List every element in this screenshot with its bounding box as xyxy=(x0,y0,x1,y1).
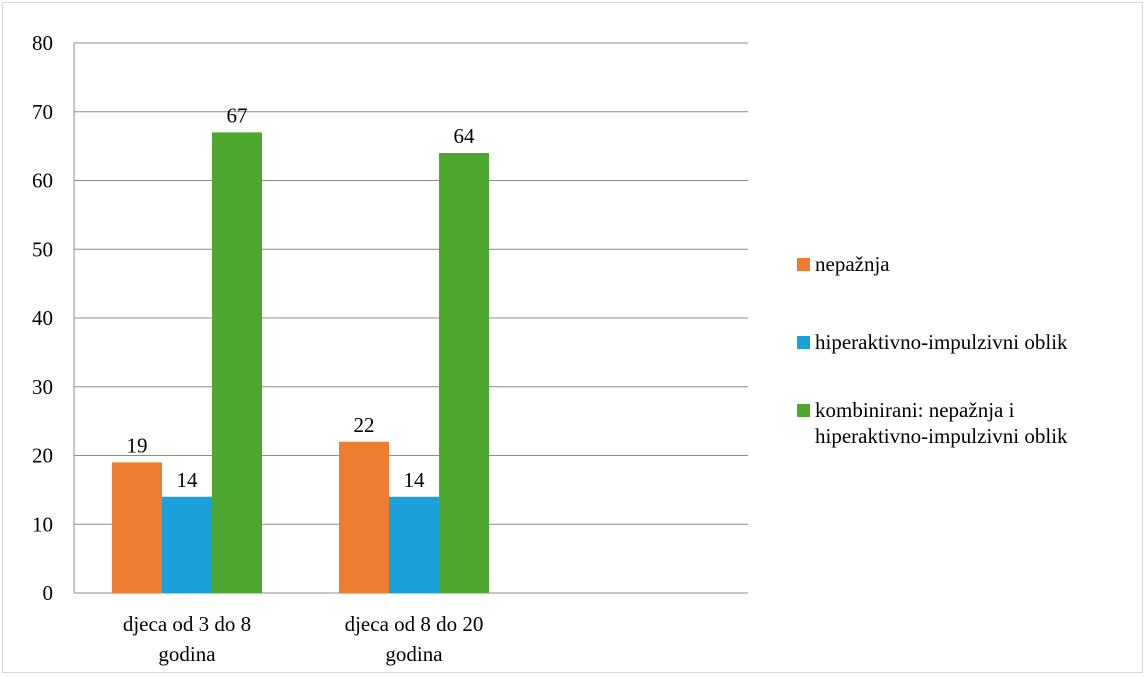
bar xyxy=(162,496,212,593)
bar xyxy=(212,132,262,593)
bars xyxy=(112,132,489,593)
bar xyxy=(439,153,489,593)
data-label: 67 xyxy=(227,103,248,127)
y-axis-ticks: 0 10 20 30 40 50 60 70 80 xyxy=(32,31,53,605)
data-label: 19 xyxy=(127,433,148,457)
y-tick-label: 20 xyxy=(32,444,53,468)
legend-label: nepažnja xyxy=(815,252,890,276)
y-tick-label: 10 xyxy=(32,512,53,536)
legend-swatch xyxy=(797,404,810,417)
x-category-label: djeca od 8 do 20 xyxy=(345,612,484,636)
y-tick-label: 40 xyxy=(32,306,53,330)
bar-chart: 0 10 20 30 40 50 60 70 80 19 14 67 22 14 64 djeca od … xyxy=(32,31,748,666)
y-tick-label: 80 xyxy=(32,31,53,55)
legend-label: kombinirani: nepažnja i hiperaktivno-impu… xyxy=(815,398,1068,448)
x-category-label: godina xyxy=(158,642,216,666)
y-tick-label: 30 xyxy=(32,375,53,399)
y-tick-label: 0 xyxy=(43,581,54,605)
x-axis-categories: djeca od 3 do 8 godina djeca od 8 do 20 god… xyxy=(123,612,484,666)
data-label: 64 xyxy=(454,124,476,148)
data-label: 14 xyxy=(177,468,199,492)
data-label: 22 xyxy=(354,413,375,437)
data-labels: 19 14 67 22 14 64 xyxy=(127,103,476,491)
bar xyxy=(339,441,389,593)
y-tick-label: 50 xyxy=(32,237,53,261)
legend-label: hiperaktivno-impulzivni oblik xyxy=(815,330,1068,354)
data-label: 14 xyxy=(404,468,426,492)
legend-swatch xyxy=(797,336,810,349)
x-category-label: godina xyxy=(385,642,443,666)
legend-swatch xyxy=(797,258,810,271)
bar xyxy=(112,462,162,593)
bar xyxy=(389,496,439,593)
y-tick-label: 70 xyxy=(32,100,53,124)
y-tick-label: 60 xyxy=(32,169,53,193)
x-category-label: djeca od 3 do 8 xyxy=(123,612,251,636)
